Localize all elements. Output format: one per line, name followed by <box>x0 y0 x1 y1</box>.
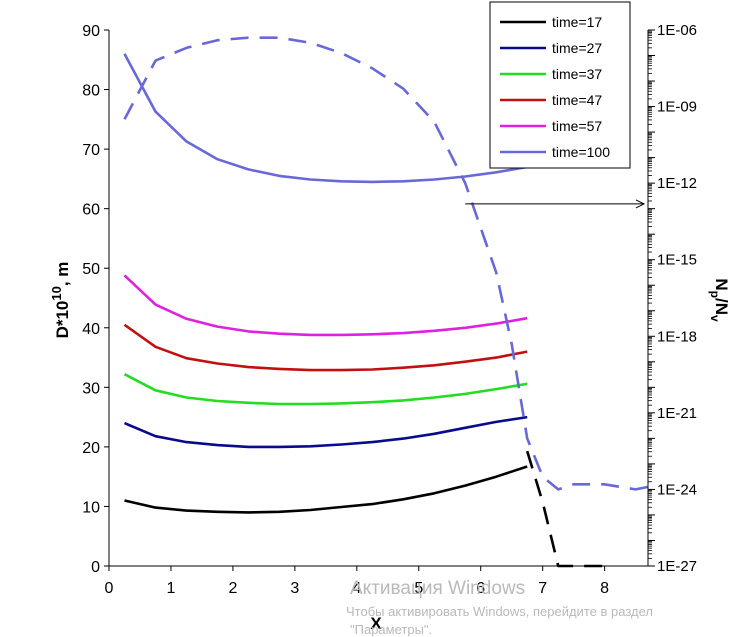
y-tick-label: 30 <box>82 380 100 397</box>
series-line <box>123 415 528 449</box>
legend-label: time=37 <box>552 66 602 82</box>
series-line <box>123 373 528 406</box>
y2-tick-label: 1E-15 <box>657 252 697 269</box>
x-tick-label: 3 <box>290 580 299 597</box>
watermark-title: Активация Windows <box>350 578 526 599</box>
y2-tick-label: 1E-27 <box>657 558 697 575</box>
x-tick-label: 2 <box>228 580 237 597</box>
y-tick-label: 90 <box>82 23 100 40</box>
y-axis-label-tail: , m <box>53 262 72 287</box>
legend: time=17 time=27 time=37 time=47 time=57 time=… <box>489 1 631 169</box>
x-tick-label: 5 <box>414 580 423 597</box>
series-line <box>123 274 528 337</box>
x-axis-label: X <box>370 614 382 631</box>
lines-layer <box>123 36 649 568</box>
legend-label: time=100 <box>552 144 610 160</box>
y-tick-label: 0 <box>91 559 100 576</box>
y2-label-p: p <box>708 291 722 298</box>
y-tick-label: 50 <box>82 261 100 278</box>
y2-tick-label: 1E-06 <box>657 22 697 39</box>
y2-tick-label: 1E-12 <box>657 175 697 192</box>
series-line <box>123 323 528 372</box>
y-tick-label: 20 <box>82 440 100 457</box>
series-line <box>123 53 528 184</box>
y-tick-label: 40 <box>82 321 100 338</box>
y2-tick-label: 1E-21 <box>657 405 697 422</box>
y2-tick-label: 1E-18 <box>657 328 697 345</box>
y-axis-label-exp: 10 <box>49 286 64 300</box>
axes-layer: 0 10 20 30 40 50 60 70 80 90 0 1 2 3 4 5 6 7 8 1E-27 1E-24 1E… <box>82 22 697 597</box>
y-axis-label-base: D*10 <box>53 301 72 339</box>
x-tick-label: 1 <box>167 580 176 597</box>
x-tick-label: 7 <box>538 580 547 597</box>
y-axis-label: D*1010, m <box>49 262 72 339</box>
annotation-arrow-head <box>635 199 646 209</box>
legend-label: time=27 <box>552 40 602 56</box>
y2-label-n2: /N <box>712 298 731 315</box>
y2-axis-label: Np/Nv <box>708 278 731 322</box>
y-tick-label: 10 <box>82 499 100 516</box>
watermark-subtitle: Чтобы активировать Windows, перейдите в … <box>346 604 653 619</box>
y2-tick-label: 1E-09 <box>657 99 697 116</box>
x-tick-label: 4 <box>352 580 361 597</box>
legend-label: time=47 <box>552 92 602 108</box>
x-tick-label: 0 <box>105 580 114 597</box>
x-tick-label: 8 <box>600 580 609 597</box>
legend-label: time=57 <box>552 118 602 134</box>
series-line <box>124 465 528 514</box>
y2-label-n1: N <box>712 278 731 290</box>
y2-tick-label: 1E-24 <box>657 481 697 498</box>
x-tick-label: 6 <box>476 580 485 597</box>
y-tick-label: 60 <box>82 202 100 219</box>
legend-label: time=17 <box>552 14 602 30</box>
y-tick-label: 70 <box>82 142 100 159</box>
legend-box <box>489 1 631 169</box>
dashed-series-line <box>123 36 649 491</box>
y-tick-label: 80 <box>82 83 100 100</box>
watermark-subtitle-2: "Параметры". <box>350 622 433 637</box>
y2-label-v: v <box>708 315 722 322</box>
